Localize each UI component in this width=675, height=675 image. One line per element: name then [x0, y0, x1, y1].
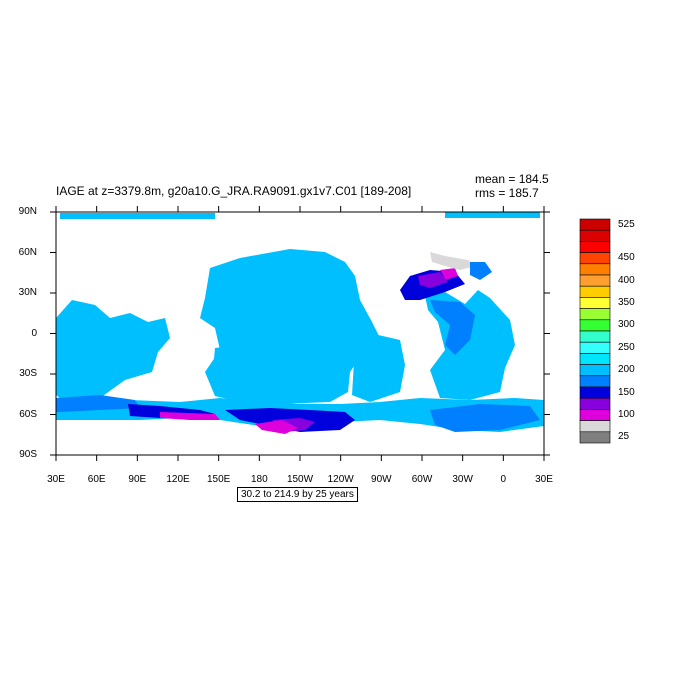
colorbar-box — [579, 229, 611, 242]
colorbar-box — [579, 319, 611, 332]
lat-tick-label: 30S — [19, 368, 37, 379]
colorbar-box — [579, 263, 611, 276]
lon-tick-label: 120W — [327, 474, 354, 485]
axis-ticks — [50, 206, 550, 461]
arctic-strip-west — [60, 213, 215, 219]
lon-tick-label: 120E — [166, 474, 190, 485]
ross-magenta — [255, 420, 298, 434]
southern-band-mid — [56, 395, 140, 412]
lon-tick-label: 90E — [128, 474, 147, 485]
colorbar-box — [579, 308, 611, 321]
lon-tick-label: 30E — [47, 474, 65, 485]
lat-tick-label: 30N — [18, 287, 37, 298]
mean-stat: mean = 184.5 — [475, 172, 549, 186]
colorbar-box — [579, 375, 611, 388]
north-atlantic-mid — [430, 300, 475, 355]
colorbar-label: 525 — [618, 218, 635, 230]
colorbar-box — [579, 218, 611, 231]
lat-tick-label: 90N — [18, 206, 37, 217]
arctic-grey — [430, 252, 476, 270]
indian-magenta — [160, 412, 220, 420]
lon-tick-label: 150E — [206, 474, 231, 485]
colorbar-box — [579, 420, 611, 433]
lon-tick-label: 90W — [371, 474, 392, 485]
colorbar-box — [579, 431, 611, 444]
ocean-field — [56, 212, 544, 434]
colorbar-label: 250 — [618, 341, 635, 353]
se-pacific — [352, 335, 405, 402]
colorbar-box — [579, 274, 611, 287]
arctic-strip-east — [445, 212, 540, 218]
weddell-mid — [430, 404, 540, 432]
colorbar-box — [579, 409, 611, 421]
colorbar-box — [579, 353, 611, 365]
labrador-purple — [418, 272, 448, 288]
lon-tick-label: 30E — [535, 474, 553, 485]
lat-tick-label: 60S — [19, 408, 37, 420]
colorbar-box — [579, 241, 611, 253]
colorbar — [579, 218, 611, 444]
lon-tick-label: 0 — [500, 474, 507, 485]
colorbar-box — [579, 330, 611, 343]
rms-stat: rms = 185.7 — [475, 186, 539, 200]
lat-tick-label: 0 — [31, 327, 37, 339]
colorbar-label: 400 — [618, 274, 635, 286]
lon-tick-label: 60E — [87, 474, 106, 485]
colorbar-label: 450 — [618, 252, 635, 264]
colorbar-label: 350 — [618, 297, 635, 308]
barents-mid — [470, 262, 492, 280]
colorbar-box — [579, 252, 611, 265]
colorbar-label: 100 — [618, 409, 635, 420]
nordic-magenta — [440, 268, 458, 280]
colorbar-label: 300 — [618, 319, 635, 331]
colorbar-box — [579, 397, 611, 410]
colorbar-label: 25 — [618, 431, 630, 443]
lon-tick-label: 180 — [250, 474, 268, 485]
colorbar-label: 150 — [618, 386, 635, 398]
plot-title: IAGE at z=3379.8m, g20a10.G_JRA.RA9091.g… — [56, 184, 412, 198]
colorbar-label: 200 — [618, 364, 635, 376]
colorbar-box — [579, 364, 611, 377]
range-note: 30.2 to 214.9 by 25 years — [237, 487, 358, 502]
lon-tick-label: 60W — [411, 474, 433, 485]
lon-tick-label: 30W — [452, 474, 473, 485]
lat-tick-label: 90S — [19, 449, 37, 460]
lon-tick-label: 150W — [286, 474, 314, 485]
colorbar-box — [579, 341, 611, 354]
tasman-sea — [212, 345, 250, 395]
colorbar-box — [579, 386, 611, 399]
colorbar-box — [579, 285, 611, 298]
colorbar-box — [579, 297, 611, 309]
indian-ocean — [56, 300, 170, 398]
lat-tick-label: 60N — [18, 246, 37, 258]
